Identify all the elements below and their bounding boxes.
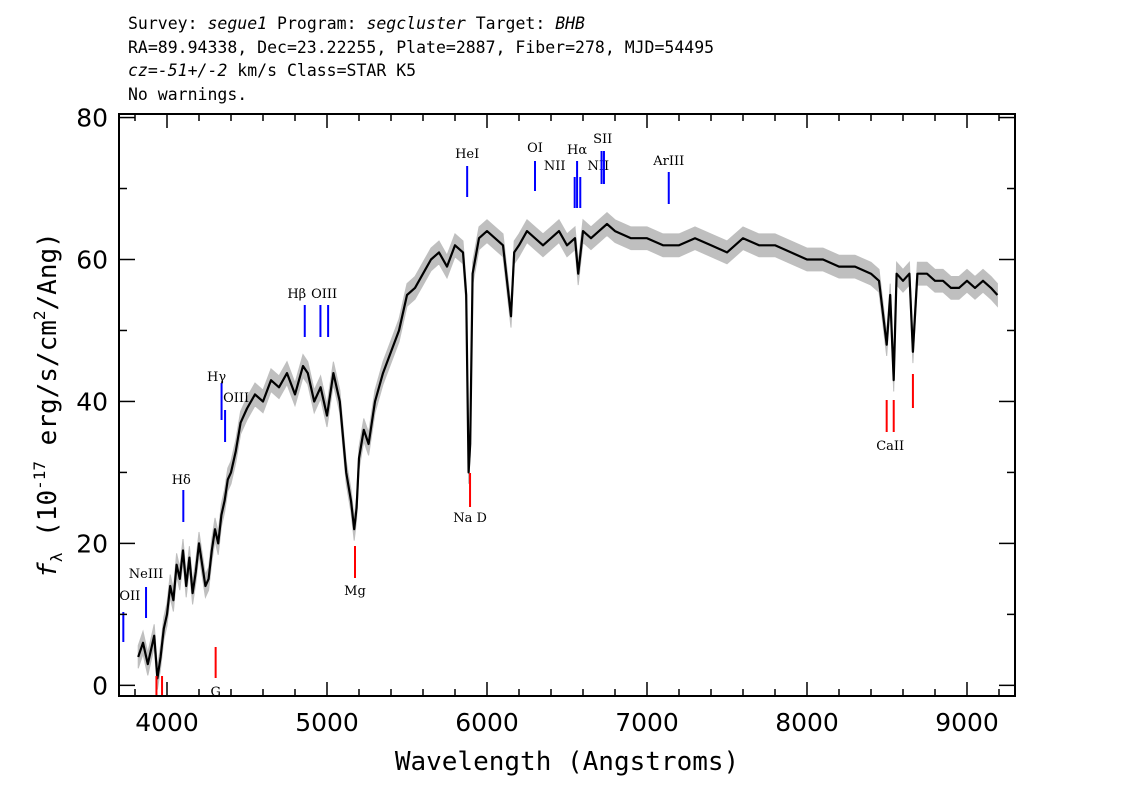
y-axis-title: fλ (10-17 erg/s/cm2/Ang) bbox=[30, 232, 66, 578]
y-tick-label: 20 bbox=[76, 529, 108, 558]
emission-line-label: HeI bbox=[455, 147, 479, 162]
emission-line-label: ArIII bbox=[652, 154, 684, 169]
emission-line-label: Hβ bbox=[287, 287, 306, 302]
emission-line-label: NII bbox=[544, 159, 566, 174]
header-warnings-line: No warnings. bbox=[128, 84, 248, 104]
target-name: BHB bbox=[555, 14, 585, 33]
x-tick-label: 5000 bbox=[295, 708, 359, 737]
program-name: segcluster bbox=[366, 14, 466, 33]
emission-line-label: SII bbox=[593, 132, 612, 147]
spectrum-header: Survey: segue1 Program: segcluster Targe… bbox=[128, 12, 714, 106]
spectrum-layer bbox=[137, 222, 999, 680]
axis-ticks-layer: 4000 5000 6000 7000 8000 9000 0 20 40 60 80 bbox=[76, 104, 1015, 737]
emission-line-label: OII bbox=[119, 589, 140, 604]
absorption-line-label: CaII bbox=[876, 439, 904, 454]
y-tick-label: 60 bbox=[76, 246, 108, 275]
absorption-line-label: Mg bbox=[344, 584, 366, 599]
redshift-value: cz=-51+/-2 bbox=[128, 61, 228, 80]
emission-line-label: Hδ bbox=[172, 473, 191, 488]
emission-line-label: OI bbox=[527, 141, 543, 156]
x-tick-label: 7000 bbox=[615, 708, 679, 737]
y-tick-label: 80 bbox=[76, 104, 108, 133]
error-band-layer bbox=[137, 212, 998, 690]
emission-line-label: NII bbox=[587, 159, 609, 174]
header-redshift-line: cz=-51+/-2 km/s Class=STAR K5 bbox=[128, 61, 417, 80]
y-tick-label: 0 bbox=[92, 671, 108, 700]
x-axis-title: Wavelength (Angstroms) bbox=[395, 747, 739, 777]
x-tick-label: 6000 bbox=[455, 708, 519, 737]
header-coordinates-line: RA=89.94338, Dec=23.22255, Plate=2887, F… bbox=[128, 37, 715, 57]
absorption-line-label: G bbox=[210, 685, 220, 700]
x-tick-label: 9000 bbox=[935, 708, 999, 737]
x-tick-label: 8000 bbox=[775, 708, 839, 737]
y-tick-label: 40 bbox=[76, 387, 108, 416]
emission-line-label: OIII bbox=[311, 287, 337, 302]
emission-line-label: Hγ bbox=[207, 370, 226, 385]
emission-line-label: OIII bbox=[223, 391, 249, 406]
plot-frame bbox=[118, 113, 1016, 697]
emission-line-label: NeIII bbox=[129, 567, 163, 582]
survey-name: segue1 bbox=[207, 14, 268, 33]
absorption-line-label: Na D bbox=[453, 511, 487, 526]
emission-line-label: Hα bbox=[567, 143, 587, 158]
flux-error-band bbox=[137, 212, 998, 690]
x-tick-label: 4000 bbox=[135, 708, 199, 737]
spectrum-flux-line bbox=[137, 222, 999, 680]
header-survey-line: Survey: segue1 Program: segcluster Targe… bbox=[128, 14, 585, 33]
